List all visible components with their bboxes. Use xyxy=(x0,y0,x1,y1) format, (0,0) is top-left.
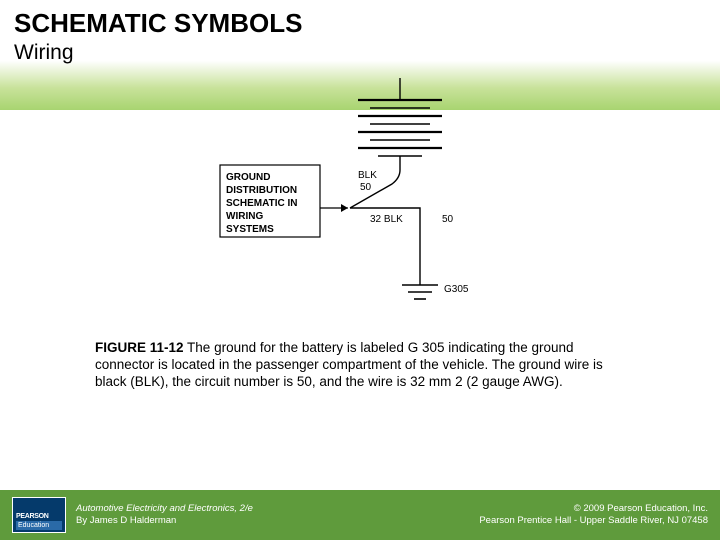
footer-left-text: Automotive Electricity and Electronics, … xyxy=(76,503,253,527)
box-line-3: WIRING xyxy=(226,211,263,222)
box-line-2: SCHEMATIC IN xyxy=(226,198,297,209)
footer-copyright: © 2009 Pearson Education, Inc. xyxy=(479,503,708,515)
logo-text-bottom: Education xyxy=(16,521,62,530)
wire-circuit-label: 50 xyxy=(442,214,454,225)
box-line-1: DISTRIBUTION xyxy=(226,185,297,196)
footer-publisher: Pearson Prentice Hall - Upper Saddle Riv… xyxy=(479,515,708,527)
slide-subtitle: Wiring xyxy=(14,41,706,65)
footer-right-text: © 2009 Pearson Education, Inc. Pearson P… xyxy=(479,503,708,527)
footer-author: By James D Halderman xyxy=(76,515,253,527)
slide-title: SCHEMATIC SYMBOLS xyxy=(14,8,706,39)
ground-label: G305 xyxy=(444,284,469,295)
wire-gauge-label: 32 BLK xyxy=(370,214,403,225)
box-line-0: GROUND xyxy=(226,172,270,183)
footer-bar: PEARSON Education Automotive Electricity… xyxy=(0,490,720,540)
schematic-figure: BLK 50 GROUND DISTRIBUTION SCHEMATIC IN … xyxy=(210,70,520,330)
wire-label-blk: BLK xyxy=(358,170,377,181)
caption-label: FIGURE 11-12 xyxy=(95,340,184,355)
figure-caption: FIGURE 11-12 The ground for the battery … xyxy=(95,340,635,391)
box-line-4: SYSTEMS xyxy=(226,224,274,235)
footer-book-title: Automotive Electricity and Electronics, … xyxy=(76,503,253,515)
logo-text-top: PEARSON xyxy=(16,513,62,520)
ground-symbol xyxy=(402,285,438,299)
wire-label-50: 50 xyxy=(360,182,372,193)
slide-body: BLK 50 GROUND DISTRIBUTION SCHEMATIC IN … xyxy=(0,110,720,490)
pearson-logo: PEARSON Education xyxy=(12,497,66,533)
